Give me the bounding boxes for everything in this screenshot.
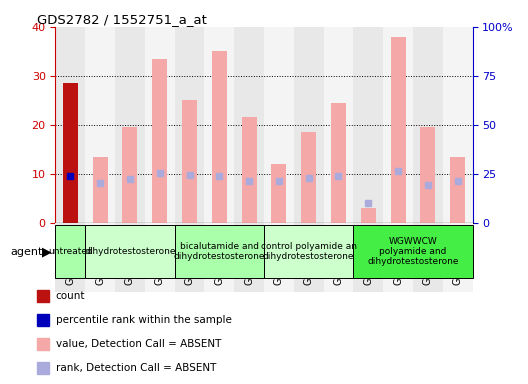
Bar [85, 225, 175, 278]
Bar [383, 223, 413, 292]
Text: agent: agent [11, 247, 43, 257]
Bar [175, 27, 204, 223]
Text: dihydrotestosterone: dihydrotestosterone [84, 247, 176, 256]
Bar [122, 127, 137, 223]
Bar [36, 290, 49, 302]
Bar [63, 83, 78, 223]
Bar [85, 223, 115, 292]
Text: WGWWCW
polyamide and
dihydrotestosterone: WGWWCW polyamide and dihydrotestosterone [367, 237, 459, 266]
Text: GDS2782 / 1552751_a_at: GDS2782 / 1552751_a_at [37, 13, 207, 26]
Bar [413, 27, 443, 223]
Text: GSM187378: GSM187378 [334, 226, 344, 285]
Text: value, Detection Call = ABSENT: value, Detection Call = ABSENT [56, 339, 221, 349]
Text: control polyamide an
dihydrotestosterone: control polyamide an dihydrotestosterone [261, 242, 357, 261]
Text: GSM187371: GSM187371 [125, 226, 135, 285]
Text: GSM187376: GSM187376 [274, 226, 284, 285]
Bar [294, 27, 324, 223]
Bar [443, 223, 473, 292]
Text: GSM187369: GSM187369 [65, 226, 76, 285]
Bar [443, 27, 473, 223]
Bar [331, 103, 346, 223]
Text: percentile rank within the sample: percentile rank within the sample [56, 315, 232, 325]
Text: count: count [56, 291, 86, 301]
Bar [212, 51, 227, 223]
Bar [204, 27, 234, 223]
Bar [413, 223, 443, 292]
Bar [204, 223, 234, 292]
Bar [353, 27, 383, 223]
Bar [152, 59, 167, 223]
Bar [55, 27, 85, 223]
Text: GSM187370: GSM187370 [95, 226, 105, 285]
Bar [391, 36, 406, 223]
Bar [36, 362, 49, 374]
Text: GSM187374: GSM187374 [214, 226, 224, 285]
Text: rank, Detection Call = ABSENT: rank, Detection Call = ABSENT [56, 363, 216, 373]
Text: bicalutamide and
dihydrotestosterone: bicalutamide and dihydrotestosterone [174, 242, 265, 261]
Bar [36, 338, 49, 350]
Bar [383, 27, 413, 223]
Text: GSM187373: GSM187373 [184, 226, 194, 285]
Bar [294, 223, 324, 292]
Bar [264, 225, 353, 278]
Text: GSM187377: GSM187377 [304, 226, 314, 285]
Bar [175, 225, 264, 278]
Text: GSM187375: GSM187375 [244, 226, 254, 285]
Bar [353, 225, 473, 278]
Text: GSM187382: GSM187382 [452, 226, 463, 285]
Bar [234, 223, 264, 292]
Bar [271, 164, 286, 223]
Bar [182, 100, 197, 223]
Bar [242, 118, 257, 223]
Text: GSM187380: GSM187380 [393, 226, 403, 285]
Bar [353, 223, 383, 292]
Bar [324, 223, 353, 292]
Bar [36, 314, 49, 326]
Bar [55, 223, 85, 292]
Bar [234, 27, 264, 223]
Text: untreated: untreated [48, 247, 93, 256]
Text: GSM187381: GSM187381 [423, 226, 433, 285]
Bar [85, 27, 115, 223]
Bar [115, 223, 145, 292]
Bar [301, 132, 316, 223]
Bar [145, 223, 175, 292]
Bar [324, 27, 353, 223]
Bar [175, 223, 204, 292]
Text: ▶: ▶ [42, 245, 52, 258]
Bar [264, 27, 294, 223]
Text: GSM187379: GSM187379 [363, 226, 373, 285]
Bar [115, 27, 145, 223]
Text: GSM187372: GSM187372 [155, 226, 165, 285]
Bar [55, 225, 85, 278]
Bar [145, 27, 175, 223]
Bar [420, 127, 435, 223]
Bar [93, 157, 108, 223]
Bar [361, 208, 376, 223]
Bar [264, 223, 294, 292]
Bar [450, 157, 465, 223]
